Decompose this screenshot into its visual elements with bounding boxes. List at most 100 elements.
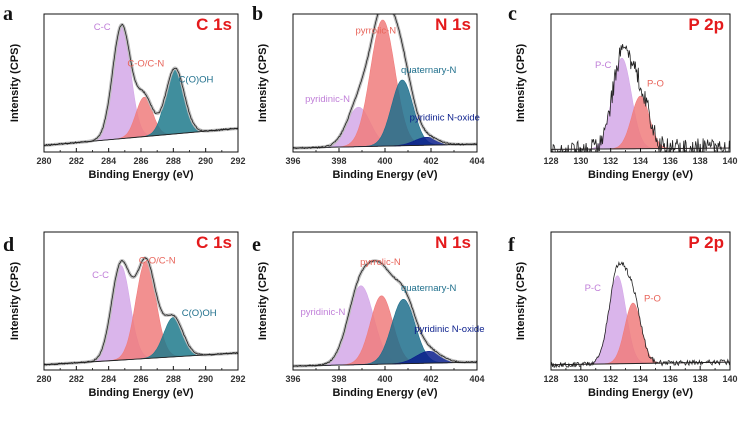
y-axis-label: Intensity (CPS) [9,262,21,341]
x-axis-label: Binding Energy (eV) [332,387,437,399]
x-tick-label: 140 [722,374,737,384]
panel-letter: d [3,234,14,256]
x-tick-label: 132 [603,374,618,384]
y-axis-label: Intensity (CPS) [515,44,527,123]
spectrum-title: N 1s [435,233,471,252]
x-tick-label: 280 [36,374,51,384]
peak-label: C-C [92,270,109,281]
x-tick-label: 290 [198,156,213,166]
x-axis-label: Binding Energy (eV) [588,169,693,181]
x-tick-label: 134 [633,374,648,384]
x-tick-label: 400 [377,374,392,384]
plot-area [551,44,730,152]
x-tick-label: 292 [230,156,245,166]
x-tick-label: 284 [101,156,116,166]
raw-spectrum [44,23,238,147]
plot-area [293,14,477,150]
x-tick-label: 292 [230,374,245,384]
baseline [44,127,238,146]
panel-letter: a [3,3,13,25]
peak-label: pyridinic-N [305,94,350,105]
x-tick-label: 134 [633,156,648,166]
x-tick-label: 286 [133,156,148,166]
raw-spectrum [551,44,730,152]
x-tick-label: 136 [663,156,678,166]
peak-label: P-O [647,78,664,89]
spectrum-title: C 1s [196,15,232,34]
x-tick-label: 282 [69,156,84,166]
x-tick-label: 132 [603,156,618,166]
raw-spectrum [551,260,730,369]
x-tick-label: 402 [423,156,438,166]
y-axis-label: Intensity (CPS) [9,44,21,123]
plot-area [551,260,730,369]
panel-a: a Intensity (CPS) Binding Energy (eV) 280 28… [3,3,246,181]
x-tick-label: 402 [423,374,438,384]
x-axis-label: Binding Energy (eV) [332,169,437,181]
panel-letter: f [508,234,515,256]
x-tick-label: 128 [543,156,558,166]
x-tick-label: 138 [693,374,708,384]
x-tick-label: 136 [663,374,678,384]
peak-label: P-C [585,283,602,294]
x-tick-label: 404 [469,156,484,166]
plot-area [44,256,238,367]
peak-label: pyridinic N-oxide [414,324,484,335]
baseline [293,361,477,367]
peak-label: C(O)OH [182,308,217,319]
peak-label: pyrrolic-N [360,257,401,268]
peak-c-o-c-n [44,96,238,146]
peak-label: P-O [644,294,661,305]
peak-p-o [551,302,730,365]
baseline [44,352,238,366]
panel-letter: c [508,3,517,25]
x-tick-label: 288 [166,374,181,384]
y-axis-label: Intensity (CPS) [257,44,269,123]
x-tick-label: 282 [69,374,84,384]
peak-label: pyridinic N-oxide [410,112,480,123]
raw-spectrum [293,260,477,368]
peak-label: pyrrolic-N [355,26,396,37]
baseline [293,143,477,149]
peak-label: quaternary-N [401,65,457,76]
x-tick-label: 130 [573,374,588,384]
y-axis-label: Intensity (CPS) [515,262,527,341]
spectrum-title: P 2p [688,15,724,34]
x-axis-label: Binding Energy (eV) [88,387,193,399]
x-tick-label: 398 [331,374,346,384]
x-tick-label: 280 [36,156,51,166]
x-tick-label: 400 [377,156,392,166]
x-axis-label: Binding Energy (eV) [88,169,193,181]
x-tick-label: 396 [285,374,300,384]
panel-letter: b [252,3,263,25]
spectrum-title: N 1s [435,15,471,34]
x-axis-label: Binding Energy (eV) [588,387,693,399]
x-tick-label: 396 [285,156,300,166]
x-tick-label: 128 [543,374,558,384]
x-tick-label: 290 [198,374,213,384]
x-tick-label: 138 [693,156,708,166]
peak-label: C-O/C-N [139,256,176,267]
peak-label: C(O)OH [179,74,214,85]
x-tick-label: 286 [133,374,148,384]
x-tick-label: 284 [101,374,116,384]
peak-label: C-C [94,22,111,33]
baseline [551,361,730,366]
peak-label: P-C [595,60,612,71]
spectrum-title: C 1s [196,233,232,252]
plot-area [293,259,477,368]
peak-label: pyridinic-N [300,307,345,318]
panel-e: e Intensity (CPS) Binding Energy (eV) 396 39… [252,231,485,399]
x-tick-label: 404 [469,374,484,384]
spectrum-title: P 2p [688,233,724,252]
panel-d: d Intensity (CPS) Binding Energy (eV) 280 28… [3,231,246,399]
x-tick-label: 140 [722,156,737,166]
panel-b: b Intensity (CPS) Binding Energy (eV) 396 39… [252,3,485,181]
panel-c: c Intensity (CPS) Binding Energy (eV) 128 13… [508,3,738,181]
plot-area [44,23,238,147]
panel-letter: e [252,234,261,256]
peak-label: quaternary-N [401,283,457,294]
x-tick-label: 130 [573,156,588,166]
